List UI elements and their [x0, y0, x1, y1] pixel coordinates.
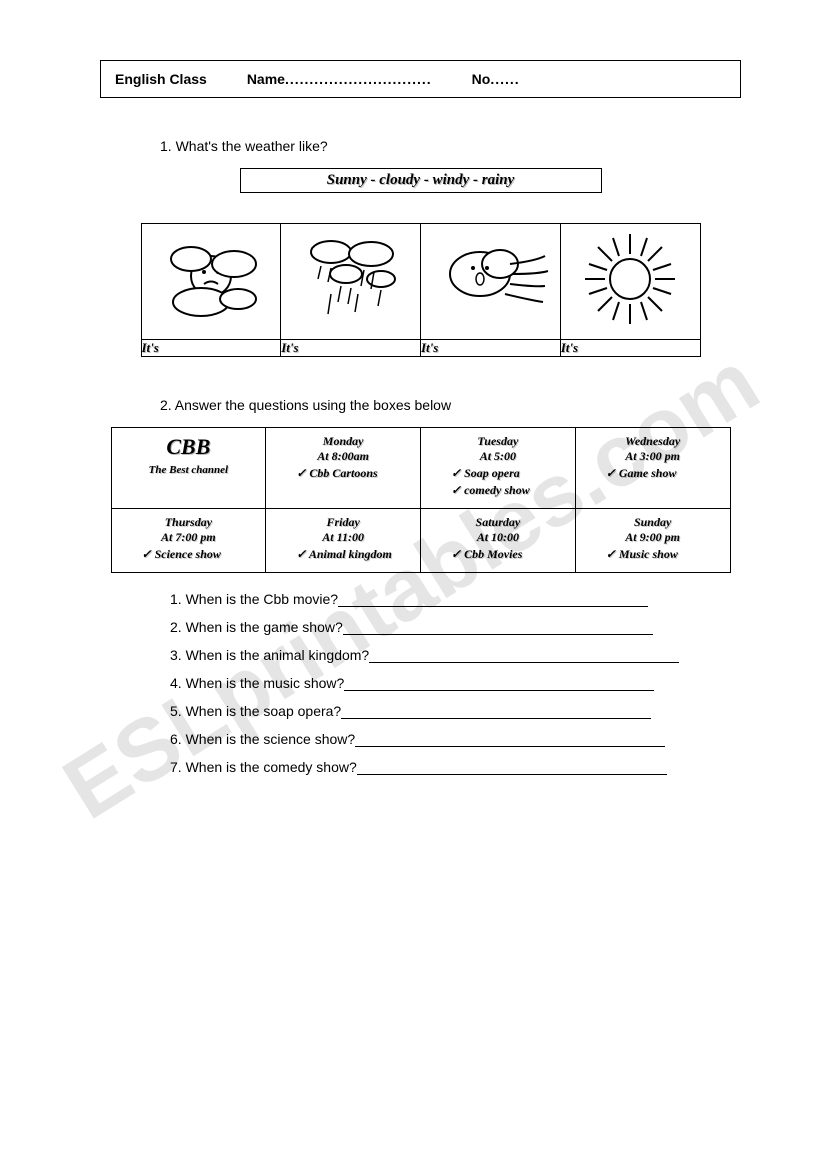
caption-3: It's	[421, 340, 561, 357]
windy-icon	[421, 224, 560, 339]
cell-saturday: Saturday At 10:00 ✓ Cbb Movies	[421, 509, 576, 573]
sub-q6: 6. When is the science show?	[170, 731, 741, 747]
sub-q3: 3. When is the animal kingdom?	[170, 647, 741, 663]
no-field: No......	[472, 71, 520, 87]
rainy-icon	[281, 224, 420, 339]
worksheet-header: English Class Name......................…	[100, 60, 741, 98]
caption-1: It's	[141, 340, 281, 357]
sub-q7: 7. When is the comedy show?	[170, 759, 741, 775]
weather-table: It's It's It's It's	[141, 223, 701, 357]
sub-q4: 4. When is the music show?	[170, 675, 741, 691]
cell-friday: Friday At 11:00 ✓ Animal kingdom	[266, 509, 421, 573]
sub-q2: 2. When is the game show?	[170, 619, 741, 635]
caption-2: It's	[281, 340, 421, 357]
question-2-prompt: 2. Answer the questions using the boxes …	[160, 397, 741, 413]
schedule-table: CBB The Best channel Monday At 8:00am ✓ …	[111, 427, 731, 573]
name-field: Name..............................	[247, 71, 432, 87]
sub-q1: 1. When is the Cbb movie?	[170, 591, 741, 607]
cloudy-sun-icon	[142, 224, 281, 339]
channel-cell: CBB The Best channel	[111, 428, 266, 509]
cell-tuesday: Tuesday At 5:00 ✓ Soap opera ✓ comedy sh…	[421, 428, 576, 509]
cell-monday: Monday At 8:00am ✓ Cbb Cartoons	[266, 428, 421, 509]
caption-4: It's	[560, 340, 700, 357]
class-label: English Class	[115, 71, 207, 87]
question-list: 1. When is the Cbb movie? 2. When is the…	[170, 591, 741, 775]
cell-sunday: Sunday At 9:00 pm ✓ Music show	[575, 509, 730, 573]
sub-q5: 5. When is the soap opera?	[170, 703, 741, 719]
channel-name: CBB	[118, 434, 260, 460]
word-bank: Sunny - cloudy - windy - rainy	[240, 168, 602, 193]
cell-wednesday: Wednesday At 3:00 pm ✓ Game show	[575, 428, 730, 509]
question-1-prompt: 1. What's the weather like?	[160, 138, 741, 154]
channel-sub: The Best channel	[118, 464, 260, 476]
cell-thursday: Thursday At 7:00 pm ✓ Science show	[111, 509, 266, 573]
sunny-icon	[561, 224, 700, 339]
